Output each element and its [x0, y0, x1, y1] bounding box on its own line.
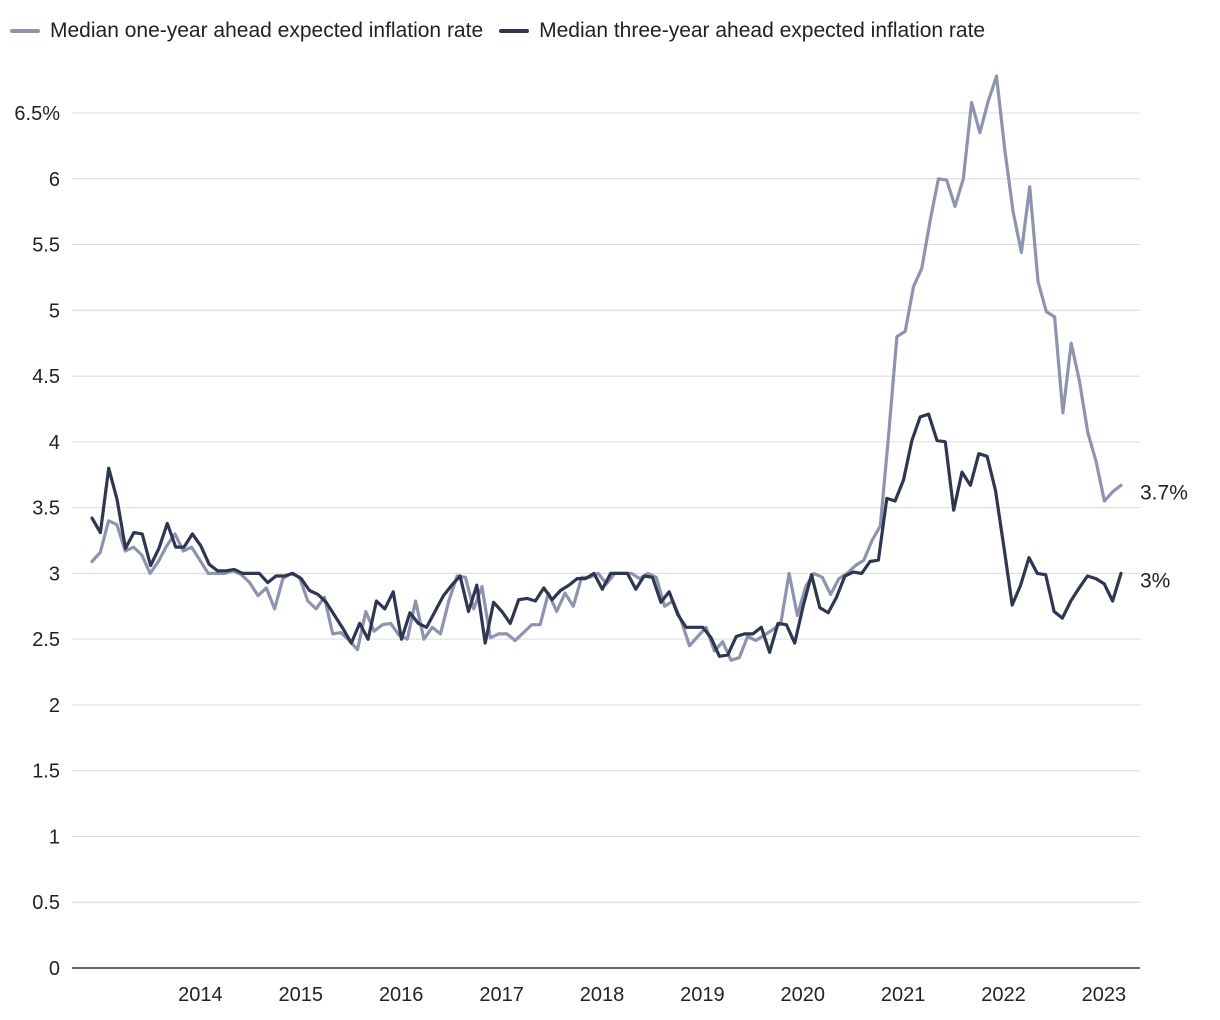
legend-item-three-year: Median three-year ahead expected inflati… — [499, 19, 985, 43]
y-tick-label: 4.5 — [32, 366, 60, 388]
chart-legend: Median one-year ahead expected inflation… — [10, 19, 1001, 43]
gridlines — [72, 112, 1140, 903]
x-axis-ticks: 2014 2015 2016 2017 2018 2019 2020 2021 2022 2023 — [178, 984, 1126, 1006]
y-tick-label: 2 — [49, 695, 60, 717]
legend-swatch-one-year — [10, 29, 40, 33]
end-label-three-year: 3% — [1140, 569, 1170, 592]
y-tick-label: 4 — [49, 432, 60, 454]
y-tick-label: 5.5 — [32, 235, 60, 257]
y-tick-label: 1 — [49, 826, 60, 848]
legend-item-one-year: Median one-year ahead expected inflation… — [10, 19, 483, 43]
x-tick-label: 2016 — [379, 984, 424, 1006]
y-tick-label: 3.5 — [32, 498, 60, 520]
legend-label-one-year: Median one-year ahead expected inflation… — [50, 19, 484, 42]
x-tick-label: 2014 — [178, 984, 223, 1006]
y-tick-label: 6.5% — [14, 103, 60, 125]
series-lines — [90, 74, 1123, 662]
y-tick-label: 2.5 — [32, 629, 60, 651]
legend-swatch-three-year — [499, 29, 530, 33]
y-tick-label: 5 — [49, 300, 60, 322]
x-tick-label: 2018 — [580, 984, 625, 1006]
x-tick-label: 2021 — [881, 984, 926, 1006]
y-tick-label: 3 — [49, 563, 60, 585]
x-tick-label: 2022 — [981, 984, 1026, 1006]
y-tick-label: 0.5 — [32, 892, 60, 914]
y-tick-label: 6 — [49, 169, 60, 191]
y-axis-ticks: 0 0.5 1 1.5 2 2.5 3 3.5 4 4.5 5 5.5 6 6.5% — [14, 103, 60, 980]
y-tick-label: 1.5 — [32, 761, 60, 783]
y-tick-label: 0 — [49, 958, 60, 980]
end-labels: 3.7% 3% — [1140, 481, 1188, 592]
x-tick-label: 2017 — [479, 984, 524, 1006]
x-tick-label: 2020 — [781, 984, 826, 1006]
series-line-three-year — [90, 412, 1123, 658]
x-tick-label: 2019 — [680, 984, 725, 1006]
x-tick-label: 2023 — [1082, 984, 1127, 1006]
legend-label-three-year: Median three-year ahead expected inflati… — [539, 19, 986, 42]
x-tick-label: 2015 — [279, 984, 324, 1006]
end-label-one-year: 3.7% — [1140, 481, 1188, 504]
